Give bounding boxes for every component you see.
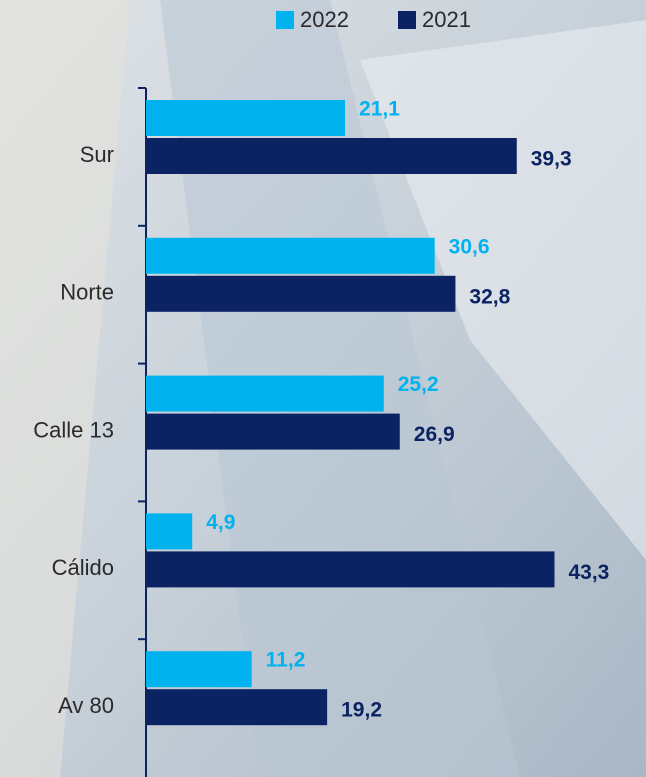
- value-label: 21,1: [359, 98, 400, 121]
- category-label: Av 80: [58, 693, 114, 718]
- legend-swatch: [276, 11, 294, 29]
- category-label: Sur: [80, 142, 114, 167]
- legend-label: 2022: [300, 7, 349, 32]
- bar: [146, 513, 193, 550]
- category-label: Calle 13: [33, 417, 114, 442]
- value-label: 43,3: [568, 561, 609, 584]
- value-label: 30,6: [449, 235, 490, 258]
- building-shape: [0, 0, 130, 777]
- value-label: 4,9: [206, 511, 235, 534]
- value-label: 39,3: [531, 148, 572, 171]
- value-label: 19,2: [341, 699, 382, 722]
- value-label: 32,8: [469, 285, 510, 308]
- bar: [146, 551, 555, 588]
- value-label: 25,2: [398, 373, 439, 396]
- category-label: Cálido: [52, 555, 114, 580]
- legend-label: 2021: [422, 7, 471, 32]
- bar: [146, 689, 328, 726]
- bar: [146, 237, 435, 274]
- category-label: Norte: [60, 280, 114, 305]
- bar: [146, 413, 400, 450]
- bar: [146, 100, 346, 136]
- bar: [146, 375, 384, 412]
- bar: [146, 275, 456, 312]
- bar: [146, 138, 517, 174]
- legend-swatch: [398, 11, 416, 29]
- value-label: 11,2: [266, 649, 306, 672]
- value-label: 26,9: [414, 423, 455, 446]
- bar: [146, 651, 252, 688]
